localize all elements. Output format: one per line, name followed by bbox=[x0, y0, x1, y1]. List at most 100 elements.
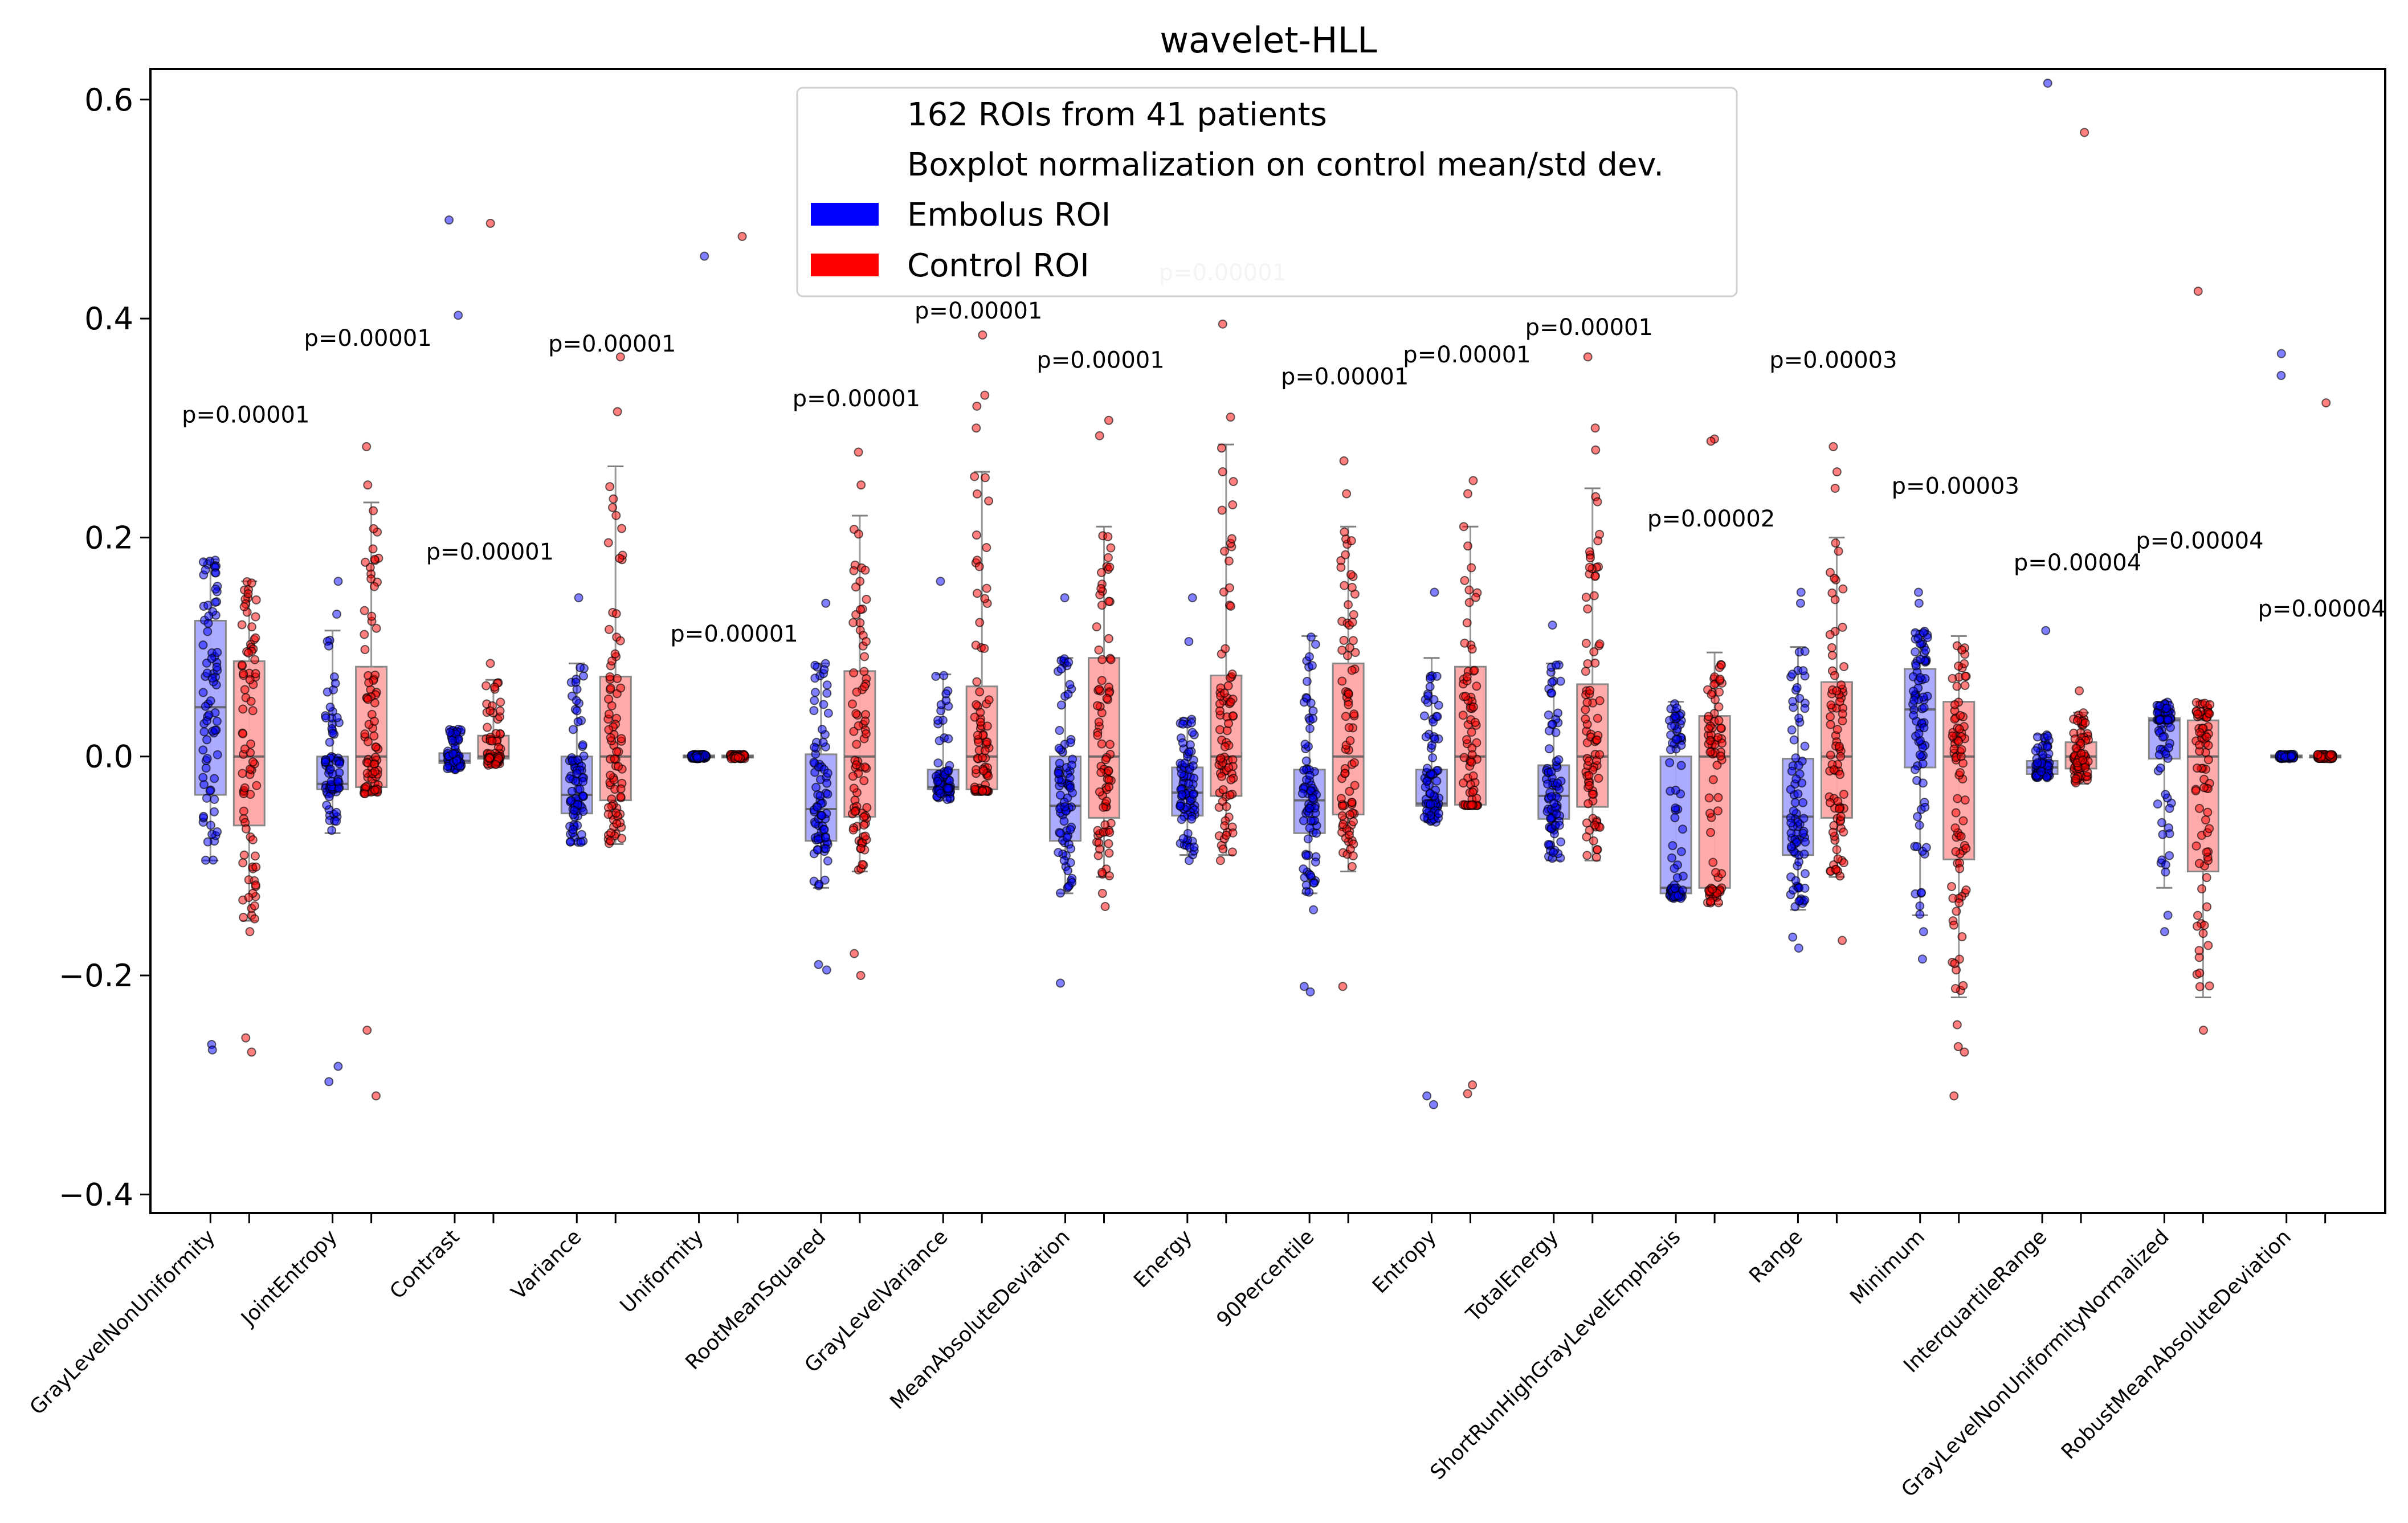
control-point bbox=[1711, 868, 1721, 877]
embolus-point bbox=[1666, 786, 1675, 796]
control-point bbox=[1957, 645, 1967, 655]
control-outlier-point bbox=[1468, 476, 1478, 485]
embolus-point bbox=[1794, 713, 1804, 723]
control-point bbox=[1835, 770, 1845, 779]
control-point bbox=[240, 685, 250, 695]
control-point bbox=[605, 672, 615, 681]
embolus-point bbox=[821, 844, 831, 854]
embolus-point bbox=[1430, 734, 1439, 744]
control-point bbox=[1228, 711, 1238, 721]
embolus-point bbox=[1421, 732, 1431, 742]
x-category-label: GrayLevelNonUniformityNormalized bbox=[1897, 1225, 2173, 1501]
embolus-point bbox=[819, 700, 828, 709]
control-point bbox=[247, 622, 256, 632]
control-box-group bbox=[477, 218, 510, 770]
embolus-box-group bbox=[1049, 593, 1082, 988]
control-point bbox=[1347, 665, 1357, 675]
control-point bbox=[251, 880, 260, 890]
embolus-outlier-point bbox=[1060, 593, 1070, 603]
control-point bbox=[2192, 763, 2202, 773]
control-point bbox=[1347, 798, 1357, 807]
control-outlier-point bbox=[362, 442, 372, 451]
control-point bbox=[849, 783, 859, 793]
control-point bbox=[2195, 728, 2205, 737]
embolus-point bbox=[1067, 760, 1076, 770]
embolus-point bbox=[1176, 801, 1185, 811]
embolus-point bbox=[213, 647, 222, 657]
control-point bbox=[1468, 771, 1478, 781]
control-point bbox=[606, 733, 615, 742]
control-point bbox=[1344, 689, 1353, 699]
control-outlier-point bbox=[856, 971, 866, 981]
embolus-point bbox=[1305, 724, 1315, 733]
embolus-box-group bbox=[316, 577, 349, 1087]
embolus-point bbox=[568, 824, 578, 834]
embolus-point bbox=[1066, 738, 1075, 748]
embolus-point bbox=[1055, 790, 1065, 800]
control-point bbox=[1825, 798, 1835, 807]
p-value-label: p=0.00001 bbox=[304, 325, 431, 352]
control-point bbox=[1593, 497, 1602, 507]
control-point bbox=[1105, 740, 1115, 749]
control-outlier-point bbox=[1706, 436, 1716, 446]
embolus-point bbox=[1297, 789, 1307, 798]
control-point bbox=[2326, 750, 2336, 760]
control-outlier-point bbox=[1104, 415, 1113, 425]
control-point bbox=[1097, 676, 1107, 685]
embolus-point bbox=[577, 830, 586, 839]
control-point bbox=[1827, 588, 1837, 598]
x-category-label: TotalEnergy bbox=[1462, 1225, 1563, 1326]
control-point bbox=[1100, 820, 1110, 830]
embolus-point bbox=[1668, 841, 1678, 851]
control-point bbox=[1952, 907, 1961, 916]
control-point bbox=[1226, 697, 1235, 707]
control-box-group bbox=[1820, 442, 1853, 945]
embolus-point bbox=[206, 696, 215, 705]
control-point bbox=[2194, 740, 2204, 750]
embolus-point bbox=[1432, 776, 1442, 786]
embolus-box-group bbox=[927, 577, 960, 805]
control-point bbox=[1582, 851, 1592, 860]
x-axis: GrayLevelNonUniformity JointEntropy Contra… bbox=[26, 1213, 2327, 1502]
control-point bbox=[1095, 844, 1104, 854]
embolus-point bbox=[202, 754, 212, 763]
embolus-point bbox=[813, 835, 823, 844]
control-point bbox=[1832, 686, 1842, 696]
embolus-outlier-point bbox=[2163, 910, 2173, 920]
embolus-point bbox=[1556, 837, 1566, 847]
control-point bbox=[366, 574, 376, 583]
control-point bbox=[612, 747, 622, 757]
control-point bbox=[972, 530, 981, 540]
p-value-label: p=0.00004 bbox=[2136, 528, 2263, 554]
legend-entry-embolus: Embolus ROI bbox=[907, 197, 1111, 234]
control-point bbox=[2202, 873, 2211, 883]
control-point bbox=[251, 669, 260, 679]
embolus-point bbox=[1059, 816, 1069, 826]
control-point bbox=[1954, 898, 1964, 908]
control-outlier-point bbox=[1100, 901, 1110, 911]
control-point bbox=[2078, 755, 2088, 765]
embolus-point bbox=[578, 807, 588, 816]
embolus-point bbox=[1551, 660, 1561, 670]
embolus-outlier-point bbox=[1305, 987, 1315, 997]
control-point bbox=[1581, 639, 1591, 648]
embolus-point bbox=[322, 801, 332, 810]
control-point bbox=[2203, 741, 2213, 750]
embolus-point bbox=[1311, 857, 1320, 867]
embolus-point bbox=[1794, 761, 1803, 770]
control-point bbox=[1839, 789, 1848, 799]
control-point bbox=[1590, 658, 1600, 668]
embolus-point bbox=[1054, 769, 1063, 778]
control-point bbox=[2198, 929, 2208, 938]
feature-group: p=0.00001 bbox=[793, 386, 920, 981]
control-outlier-point bbox=[1953, 1042, 1963, 1051]
embolus-point bbox=[576, 663, 585, 672]
embolus-point bbox=[1304, 887, 1314, 897]
x-category-label: Contrast bbox=[386, 1225, 464, 1304]
control-outlier-point bbox=[2080, 128, 2089, 137]
control-point bbox=[1829, 765, 1839, 775]
control-point bbox=[971, 640, 981, 650]
control-point bbox=[1344, 600, 1353, 610]
control-point bbox=[854, 529, 863, 539]
p-value-label: p=0.00001 bbox=[1525, 315, 1653, 341]
